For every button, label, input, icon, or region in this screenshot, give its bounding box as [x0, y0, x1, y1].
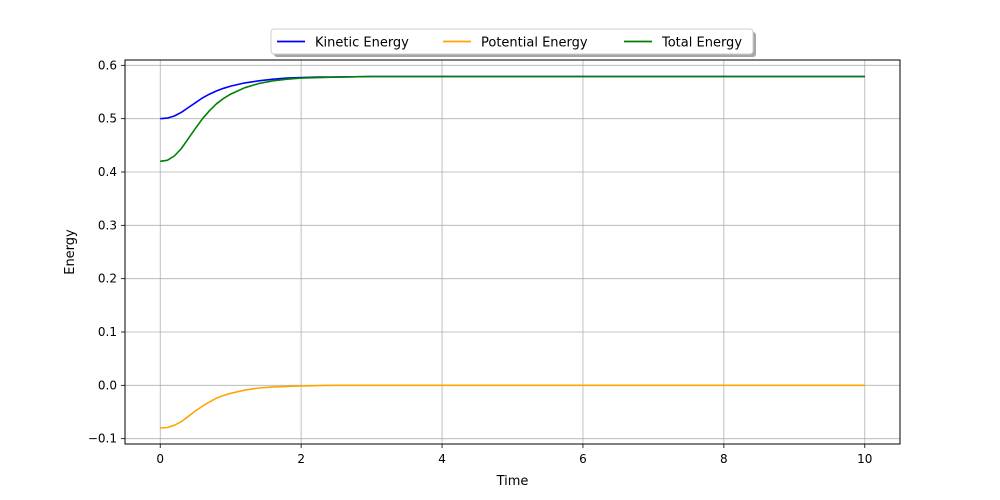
- x-tick-label: 10: [857, 452, 872, 466]
- series-line-1: [160, 384, 865, 429]
- x-tick-label: 8: [720, 452, 728, 466]
- series-line-2: [160, 75, 865, 163]
- x-axis-label: Time: [496, 474, 529, 489]
- y-tick-label: 0.5: [98, 112, 117, 126]
- x-tick-label: 2: [297, 452, 305, 466]
- legend-label-2: Total Energy: [661, 36, 742, 51]
- legend-label-0: Kinetic Energy: [315, 36, 409, 51]
- legend-box: [270, 28, 754, 55]
- x-tick-label: 6: [579, 452, 587, 466]
- y-tick-label: −0.1: [88, 432, 117, 446]
- y-tick-label: 0.6: [98, 58, 117, 72]
- legend-label-1: Potential Energy: [481, 36, 588, 51]
- y-tick-label: 0.4: [98, 165, 117, 179]
- series-lines: [160, 75, 865, 429]
- y-tick-label: 0.2: [98, 272, 117, 286]
- y-axis-ticks: −0.1 0.0 0.1 0.2 0.3 0.4 0.5 0.6: [88, 58, 125, 446]
- y-tick-label: 0.3: [98, 218, 117, 232]
- x-tick-label: 4: [438, 452, 446, 466]
- y-axis-label: Energy: [63, 229, 78, 275]
- y-tick-label: 0.0: [98, 378, 117, 392]
- x-tick-label: 0: [156, 452, 164, 466]
- x-axis-ticks: 0 2 4 6 8 10: [156, 444, 872, 466]
- legend: Kinetic Energy Potential Energy Total Ener…: [270, 28, 756, 57]
- plot-frame: [124, 59, 901, 445]
- y-tick-label: 0.1: [98, 325, 117, 339]
- grid-lines: [125, 60, 900, 444]
